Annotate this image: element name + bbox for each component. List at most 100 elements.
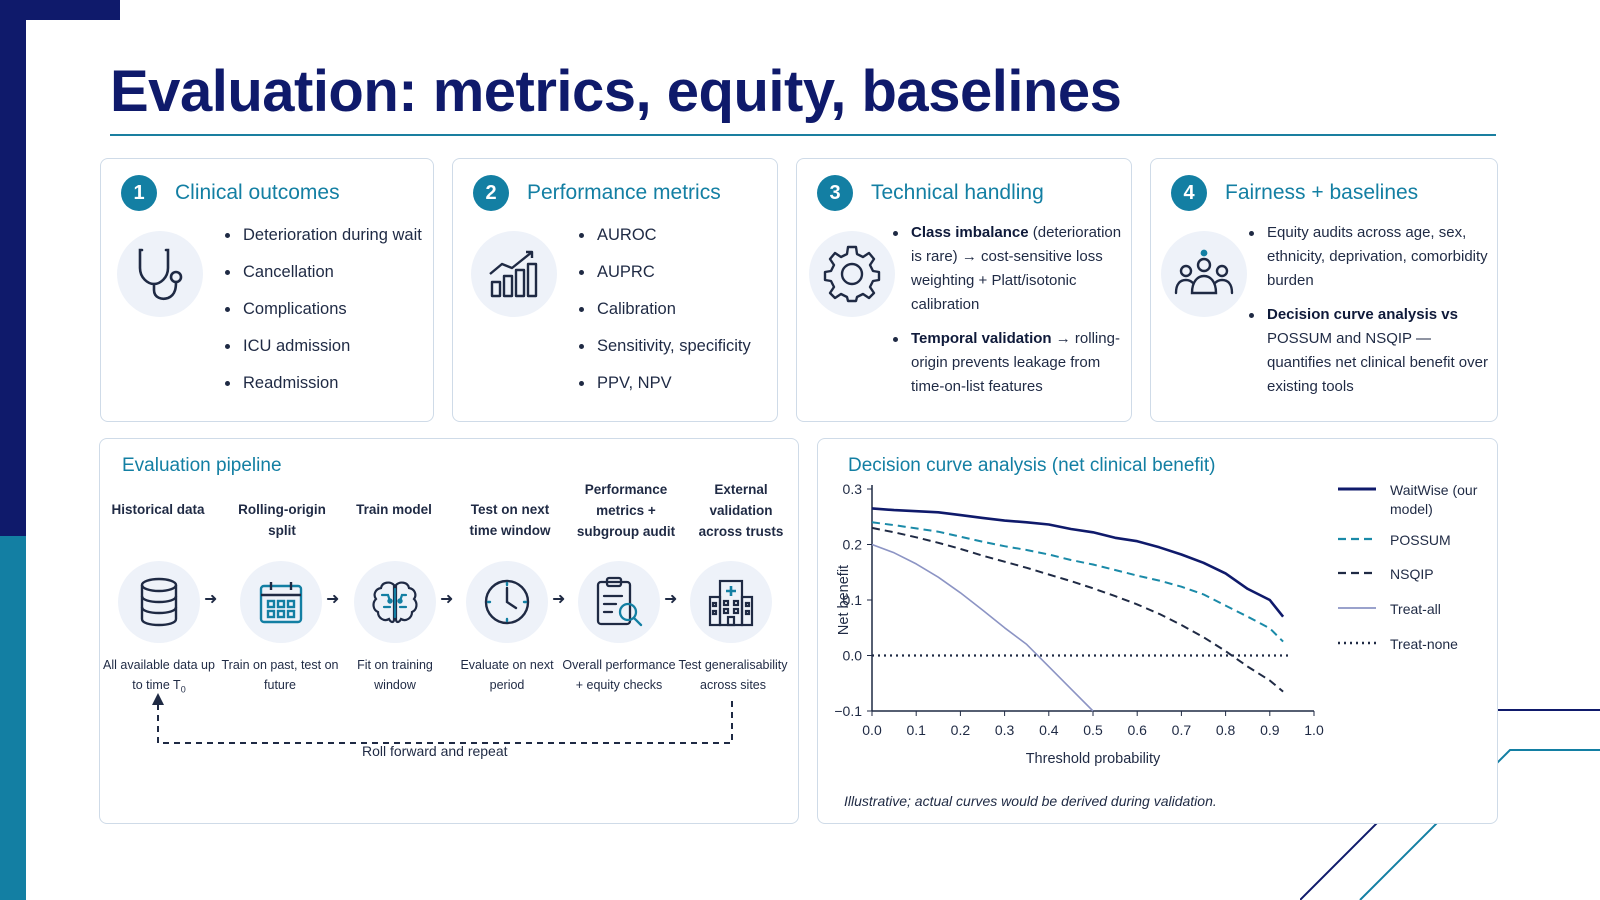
outcome-list: Deterioration during wait Cancellation C… <box>225 223 422 408</box>
list-item: Sensitivity, specificity <box>579 334 751 358</box>
technical-list: Class imbalance (deterioration is rare) … <box>893 221 1127 409</box>
card-number-badge: 1 <box>121 175 157 211</box>
x-tick-label: 0.2 <box>951 722 971 738</box>
card-number-badge: 3 <box>817 175 853 211</box>
metric-list: AUROC AUPRC Calibration Sensitivity, spe… <box>579 223 751 408</box>
list-item: AUROC <box>579 223 751 247</box>
card-title: Technical handling <box>871 181 1044 204</box>
chart-footnote: Illustrative; actual curves would be der… <box>844 793 1217 809</box>
x-tick-label: 0.5 <box>1083 722 1103 738</box>
series-line-treat-all <box>871 543 1094 712</box>
panel-title: Decision curve analysis (net clinical be… <box>848 455 1216 476</box>
series-line-nsqip <box>871 526 1284 693</box>
x-axis-label: Threshold probability <box>1026 751 1161 767</box>
step-description: Test generalisability across sites <box>678 658 788 692</box>
gear-icon <box>809 231 895 317</box>
decision-curve-chart: 0.0 0.1 0.2 0.3 0.4 0.5 0.6 0.7 0.8 0.9 1.0 0.3 0.2 0… <box>834 481 1324 767</box>
arrow-right-icon: ➜ <box>440 591 454 608</box>
clipboard-search-icon <box>578 561 660 643</box>
x-tick-label: 0.8 <box>1216 722 1236 738</box>
legend-item-treat-none: Treat-none <box>1338 635 1458 654</box>
bar-chart-icon <box>471 231 557 317</box>
title-divider <box>110 134 1496 136</box>
repeat-loop-arrow <box>152 693 733 744</box>
card-title: Clinical outcomes <box>175 181 340 204</box>
legend-label: Treat-none <box>1390 636 1458 652</box>
y-tick-label: −0.1 <box>834 703 862 719</box>
x-tick-label: 0.6 <box>1127 722 1147 738</box>
list-item: Readmission <box>225 371 422 395</box>
arrow-right-icon: ➜ <box>552 591 566 608</box>
legend-item-waitwise: WaitWise (our model) <box>1338 481 1480 519</box>
step-description: Evaluate on next period <box>460 658 554 692</box>
clock-icon <box>466 561 548 643</box>
list-item: Decision curve analysis vs POSSUM and NS… <box>1249 303 1493 399</box>
legend-item-possum: POSSUM <box>1338 531 1451 550</box>
loop-label: Roll forward and repeat <box>362 743 508 759</box>
list-item: Cancellation <box>225 260 422 284</box>
step-label: Test on next time window <box>469 502 551 538</box>
list-item: Temporal validation → rolling-origin pre… <box>893 327 1127 399</box>
step-description: Overall performance + equity checks <box>562 658 676 692</box>
legend-item-treat-all: Treat-all <box>1338 600 1441 619</box>
step-description: Fit on training window <box>357 658 433 692</box>
evaluation-pipeline-panel: Evaluation pipeline Historical data Roll… <box>99 438 799 824</box>
list-item: Equity audits across age, sex, ethnicity… <box>1249 221 1493 293</box>
panel-title: Evaluation pipeline <box>122 455 282 476</box>
x-tick-label: 1.0 <box>1304 722 1324 738</box>
list-item: Complications <box>225 297 422 321</box>
stethoscope-icon <box>117 231 203 317</box>
step-label: Train model <box>356 502 432 517</box>
card-number-badge: 2 <box>473 175 509 211</box>
series-line-waitwise <box>871 507 1285 618</box>
x-tick-label: 0.1 <box>906 722 926 738</box>
card-number-badge: 4 <box>1171 175 1207 211</box>
decision-curve-panel: Decision curve analysis (net clinical be… <box>817 438 1498 824</box>
y-tick-label: 0.1 <box>843 592 863 608</box>
accent-bar-teal <box>0 536 26 900</box>
database-icon <box>118 561 200 643</box>
arrow-right-icon: ➜ <box>204 591 218 608</box>
list-item: ICU admission <box>225 334 422 358</box>
series-line-possum <box>871 521 1284 643</box>
x-tick-label: 0.7 <box>1172 722 1192 738</box>
card-fairness-baselines: 4 Fairness + baselines Equity audits acr… <box>1150 158 1498 422</box>
list-item: PPV, NPV <box>579 371 751 395</box>
step-description: Train on past, test on future <box>221 658 339 692</box>
list-item: Deterioration during wait <box>225 223 422 247</box>
accent-bar-navy-top <box>0 0 120 20</box>
legend-item-nsqip: NSQIP <box>1338 565 1434 584</box>
list-item: AUPRC <box>579 260 751 284</box>
accent-bar-navy <box>0 0 26 536</box>
y-axis-label: Net benefit <box>836 565 852 635</box>
step-label: Performance metrics + subgroup audit <box>576 482 676 539</box>
y-tick-label: 0.0 <box>843 648 863 664</box>
card-title: Fairness + baselines <box>1225 181 1419 204</box>
legend-label: WaitWise (our model) <box>1390 482 1478 517</box>
x-tick-label: 0.3 <box>995 722 1015 738</box>
brain-icon <box>354 561 436 643</box>
people-group-icon <box>1161 231 1247 317</box>
hospital-icon <box>690 561 772 643</box>
arrow-right-icon: ➜ <box>326 591 340 608</box>
page-title: Evaluation: metrics, equity, baselines <box>110 59 1122 124</box>
x-tick-label: 0.4 <box>1039 722 1059 738</box>
list-item: Calibration <box>579 297 751 321</box>
card-title: Performance metrics <box>527 181 721 204</box>
step-label: Historical data <box>111 502 205 517</box>
legend-label: Treat-all <box>1390 601 1441 617</box>
fairness-list: Equity audits across age, sex, ethnicity… <box>1249 221 1493 409</box>
y-tick-label: 0.2 <box>843 537 863 553</box>
step-label: External validation across trusts <box>698 482 784 539</box>
legend-label: POSSUM <box>1390 532 1451 548</box>
calendar-icon <box>240 561 322 643</box>
step-description: All available data up to time T0 <box>103 658 215 695</box>
x-tick-label: 0.0 <box>862 722 882 738</box>
card-technical-handling: 3 Technical handling Class imbalance (de… <box>796 158 1132 422</box>
step-label: Rolling-origin split <box>238 502 326 538</box>
y-tick-label: 0.3 <box>843 481 863 497</box>
x-tick-label: 0.9 <box>1260 722 1280 738</box>
arrow-right-icon: ➜ <box>664 591 678 608</box>
card-clinical-outcomes: 1 Clinical outcomes Deterioration during… <box>100 158 434 422</box>
list-item: Class imbalance (deterioration is rare) … <box>893 221 1127 317</box>
